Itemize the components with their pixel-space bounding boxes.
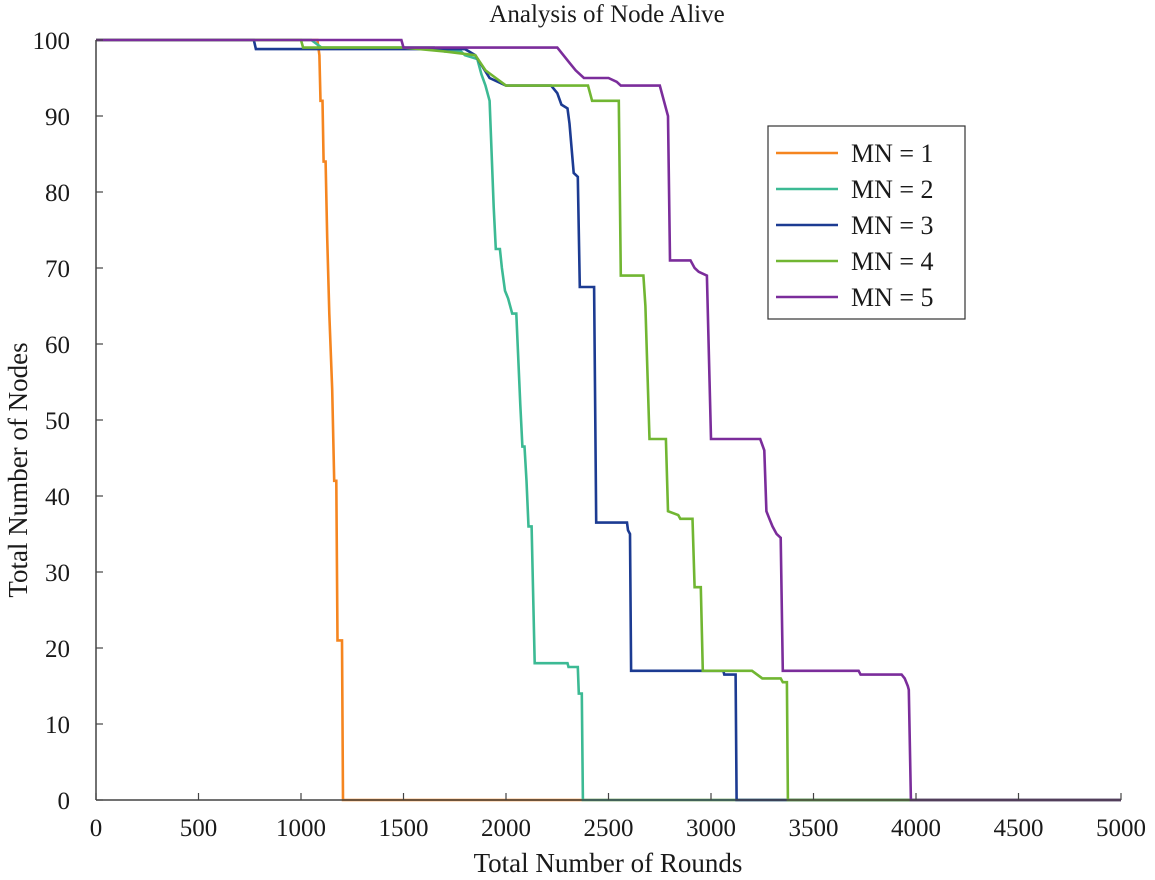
x-tick-label: 0 [90,815,103,842]
x-tick-label: 2500 [584,815,634,842]
legend-label-mn-3: MN = 3 [851,211,934,240]
y-tick-label: 40 [45,484,70,511]
y-tick-label: 0 [58,788,71,815]
chart-title: Analysis of Node Alive [489,1,724,28]
x-tick-label: 3000 [686,815,736,842]
y-tick-label: 100 [33,28,71,55]
y-ticks: 0 10 20 30 40 50 60 70 80 90 100 [33,28,103,815]
y-tick-label: 50 [45,408,70,435]
x-tick-label: 1500 [379,815,429,842]
y-tick-label: 30 [45,560,70,587]
x-axis-title: Total Number of Rounds [474,848,743,878]
y-tick-label: 60 [45,332,70,359]
x-tick-label: 500 [180,815,218,842]
legend-label-mn-5: MN = 5 [851,283,934,312]
y-tick-label: 70 [45,256,70,283]
legend: MN = 1 MN = 2 MN = 3 MN = 4 MN = 5 [767,125,966,320]
x-tick-label: 2000 [481,815,531,842]
x-ticks: 0 500 1000 1500 2000 2500 3000 3500 4000 4500 5000 [90,793,1146,842]
y-tick-label: 10 [45,712,70,739]
x-tick-label: 4000 [891,815,941,842]
x-tick-label: 1000 [276,815,326,842]
x-tick-label: 5000 [1096,815,1146,842]
y-tick-label: 80 [45,180,70,207]
legend-box [767,125,966,320]
y-axis-title: Total Number of Nodes [3,342,33,597]
x-tick-label: 4500 [994,815,1044,842]
legend-label-mn-2: MN = 2 [851,175,934,204]
x-tick-label: 3500 [789,815,839,842]
legend-label-mn-4: MN = 4 [851,247,934,276]
series-layer [96,38,1121,802]
y-tick-label: 20 [45,636,70,663]
series-line-mn-1 [96,38,1121,802]
plot-area [96,40,1121,800]
legend-label-mn-1: MN = 1 [851,139,934,168]
series-line-mn-5 [96,38,1121,802]
y-tick-label: 90 [45,104,70,131]
series-line-mn-4 [96,38,1121,802]
